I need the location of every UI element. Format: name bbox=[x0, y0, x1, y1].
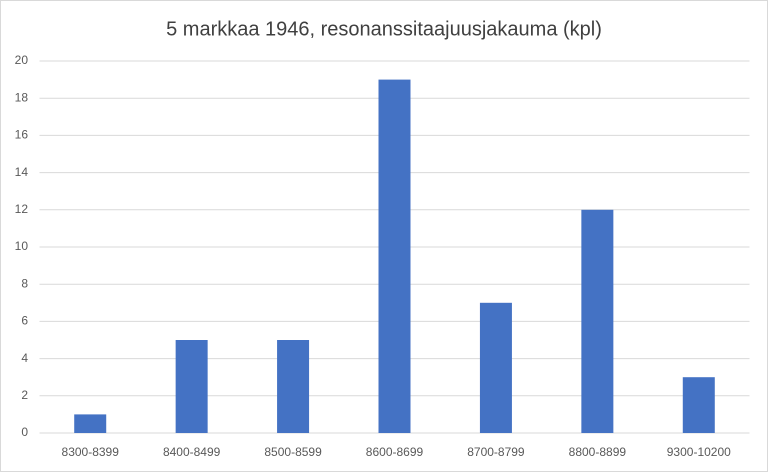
bar bbox=[479, 302, 512, 433]
y-tick-label: 2 bbox=[21, 388, 28, 402]
bar bbox=[682, 377, 715, 433]
chart-title: 5 markkaa 1946, resonanssitaajuusjakauma… bbox=[166, 18, 602, 40]
y-tick-label: 0 bbox=[21, 425, 28, 439]
y-tick-label: 4 bbox=[21, 351, 28, 365]
bar bbox=[74, 414, 107, 433]
y-tick-label: 14 bbox=[15, 165, 29, 179]
y-tick-label: 18 bbox=[15, 90, 29, 104]
bar bbox=[277, 340, 310, 433]
x-tick-label: 8600-8699 bbox=[366, 445, 424, 459]
y-tick-label: 16 bbox=[15, 128, 29, 142]
x-tick-label: 8400-8499 bbox=[163, 445, 221, 459]
x-tick-label: 8300-8399 bbox=[62, 445, 120, 459]
y-tick-label: 12 bbox=[15, 202, 29, 216]
x-tick-label: 8500-8599 bbox=[264, 445, 322, 459]
bar bbox=[378, 79, 411, 433]
x-tick-label: 8700-8799 bbox=[467, 445, 525, 459]
y-tick-label: 8 bbox=[21, 276, 28, 290]
bar bbox=[581, 209, 614, 433]
y-tick-label: 20 bbox=[15, 53, 29, 67]
x-tick-label: 9300-10200 bbox=[667, 445, 731, 459]
y-tick-label: 10 bbox=[15, 239, 29, 253]
bar bbox=[175, 340, 208, 433]
y-tick-label: 6 bbox=[21, 314, 28, 328]
x-tick-label: 8800-8899 bbox=[569, 445, 627, 459]
